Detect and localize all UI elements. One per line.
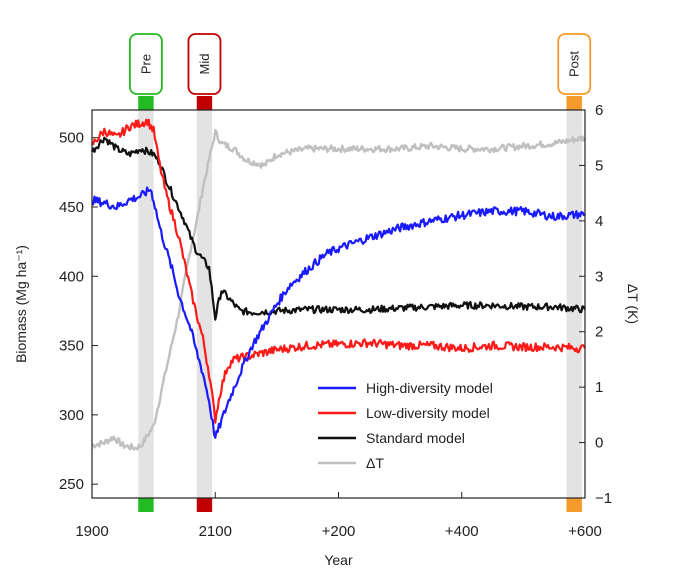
y-axis-left: 250 300 350 400 450 500 <box>59 130 98 493</box>
x-axis: 1900 2100 +200 +400 +600 <box>75 492 602 540</box>
phase-bands <box>138 110 582 498</box>
legend-label: ΔT <box>366 455 384 471</box>
y2-tick-label: 1 <box>595 379 603 396</box>
series-line-low-diversity-model <box>91 118 586 424</box>
y-axis-title: Biomass (Mg ha⁻¹) <box>13 245 29 363</box>
phase-band-pre <box>138 110 154 498</box>
phase-badge-pre <box>129 33 163 95</box>
series-line-high-diversity-model <box>91 186 586 439</box>
y-tick-label: 500 <box>59 130 84 147</box>
y-tick-label: 250 <box>59 476 84 493</box>
legend: High-diversity model Low-diversity model S… <box>318 380 493 471</box>
x-tick-label: +200 <box>322 523 356 540</box>
x-axis-title: Year <box>324 552 353 568</box>
phase-bar-bottom-post <box>566 498 582 512</box>
y2-tick-label: 5 <box>595 157 603 174</box>
phase-label-post: Post <box>567 51 582 77</box>
phase-badge-post <box>557 33 592 95</box>
legend-label: High-diversity model <box>366 380 493 396</box>
phase-band-post <box>566 110 582 498</box>
x-tick-label: 1900 <box>75 523 108 540</box>
phase-bar-top-pre <box>138 96 154 110</box>
y-tick-label: 400 <box>59 268 84 285</box>
series-line-standard-model <box>90 136 586 321</box>
phase-label-mid: Mid <box>197 54 212 75</box>
x-tick-label: 2100 <box>199 523 232 540</box>
y2-tick-label: 6 <box>595 102 603 119</box>
phase-bar-top-post <box>566 96 582 110</box>
phase-band-mid <box>196 110 213 498</box>
y2-tick-label: 0 <box>595 435 603 452</box>
phase-bar-bottom-mid <box>196 498 213 512</box>
phase-markers: Pre Mid Post <box>129 33 592 512</box>
legend-label: Low-diversity model <box>366 405 490 421</box>
y-tick-label: 450 <box>59 199 84 216</box>
legend-label: Standard model <box>366 430 465 446</box>
phase-bar-top-mid <box>196 96 213 110</box>
x-tick-label: +600 <box>568 523 602 540</box>
series-layer <box>90 118 587 451</box>
y-tick-label: 300 <box>59 407 84 424</box>
phase-bar-bottom-pre <box>138 498 154 512</box>
y2-tick-label: −1 <box>595 490 612 507</box>
y2-tick-label: 2 <box>595 324 603 341</box>
phase-label-pre: Pre <box>138 54 153 74</box>
y2-axis-title: ΔT (K) <box>625 284 641 324</box>
y-axis-right: −1 0 1 2 3 4 5 6 <box>579 102 612 507</box>
series-line-t <box>91 129 587 451</box>
y2-tick-label: 3 <box>595 268 603 285</box>
y-tick-label: 350 <box>59 338 84 355</box>
y2-tick-label: 4 <box>595 213 603 230</box>
phase-badge-mid <box>187 33 222 95</box>
x-tick-label: +400 <box>445 523 479 540</box>
